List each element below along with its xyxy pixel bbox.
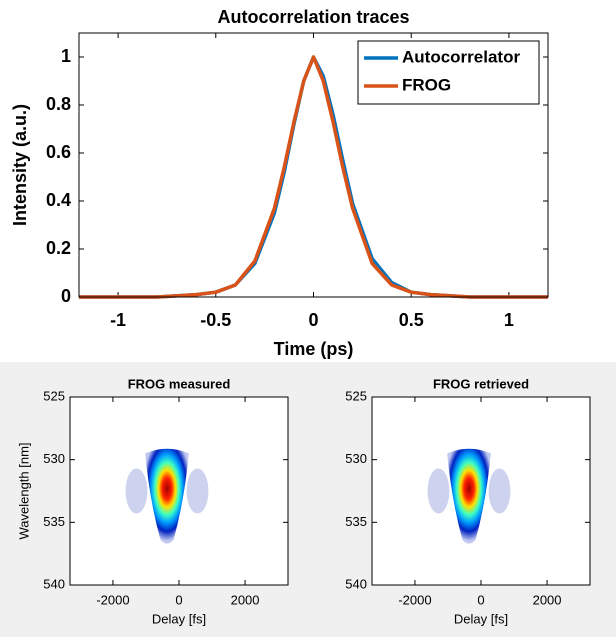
trace-image — [427, 448, 511, 544]
y-tick-label: 0.2 — [46, 238, 71, 258]
trace-wing — [427, 468, 450, 514]
trace-core — [145, 448, 189, 544]
trace-core — [447, 448, 491, 544]
x-tick-label: 0 — [308, 310, 318, 330]
x-tick-label: 0.5 — [399, 310, 424, 330]
y-tick-label: 525 — [345, 388, 367, 403]
y-tick-label: 535 — [345, 514, 367, 529]
y-tick-label: 0 — [61, 286, 71, 306]
x-axis-label: Delay [fs] — [152, 611, 206, 626]
y-tick-label: 0.6 — [46, 142, 71, 162]
y-tick-label: 540 — [43, 576, 65, 591]
x-tick-label: -2000 — [398, 592, 431, 607]
x-tick-label: -1 — [110, 310, 126, 330]
x-tick-label: -0.5 — [200, 310, 231, 330]
x-tick-label: -2000 — [96, 592, 129, 607]
trace-wing — [488, 468, 511, 514]
y-tick-label: 1 — [61, 46, 71, 66]
x-tick-label: 2000 — [533, 592, 562, 607]
legend: Autocorrelator FROG — [357, 40, 540, 105]
axes-box — [78, 32, 549, 298]
legend-label: FROG — [402, 75, 451, 94]
axes-box — [371, 396, 591, 586]
trace-wing — [186, 468, 209, 514]
x-tick-label: 0 — [175, 592, 182, 607]
y-tick-label: 525 — [43, 388, 65, 403]
y-axis-label: Intensity (a.u.) — [10, 104, 30, 226]
x-tick-label: 1 — [504, 310, 514, 330]
y-tick-label: 530 — [345, 451, 367, 466]
trace-image — [125, 448, 209, 544]
chart-title: FROG retrieved — [433, 376, 529, 391]
y-tick-label: 540 — [345, 576, 367, 591]
x-tick-label: 0 — [477, 592, 484, 607]
x-tick-label: 2000 — [231, 592, 260, 607]
x-axis-label: Time (ps) — [274, 339, 354, 359]
chart-title: FROG measured — [128, 376, 231, 391]
x-axis-label: Delay [fs] — [454, 611, 508, 626]
axes-box — [69, 396, 289, 586]
y-axis-label: Wavelength [nm] — [16, 442, 31, 539]
chart-title: Autocorrelation traces — [217, 7, 409, 27]
trace-wing — [125, 468, 148, 514]
legend-label: Autocorrelator — [402, 47, 520, 66]
legend-box — [357, 40, 540, 105]
y-tick-label: 0.8 — [46, 94, 71, 114]
y-tick-label: 0.4 — [46, 190, 71, 210]
y-tick-label: 535 — [43, 514, 65, 529]
series-line — [79, 55, 548, 299]
y-tick-label: 530 — [43, 451, 65, 466]
